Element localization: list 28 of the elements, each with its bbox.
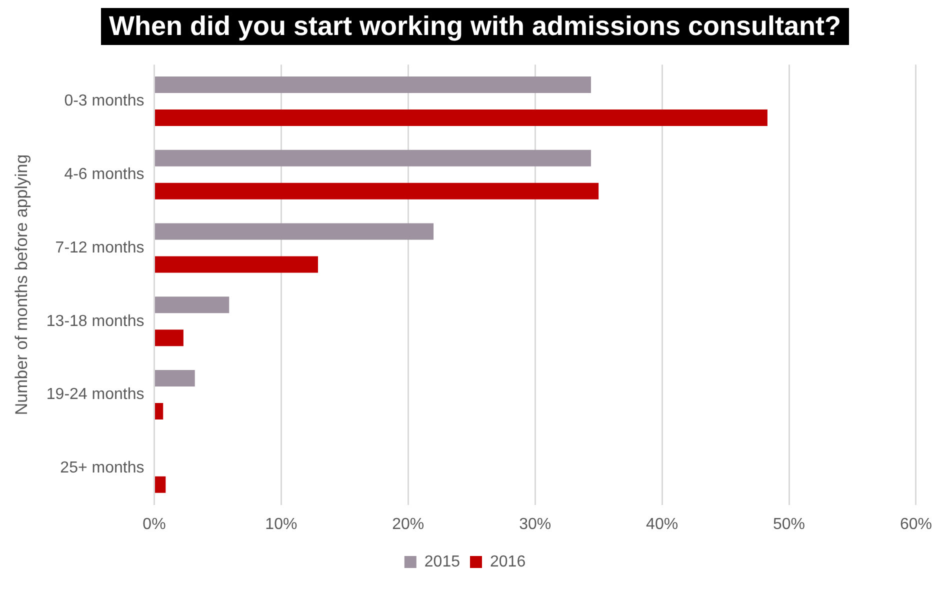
bar [154,296,230,314]
x-tick-label: 10% [265,516,298,533]
bar [154,76,591,94]
x-tick-label: 20% [392,516,424,533]
bar [154,256,318,273]
y-tick-label: 4-6 months [64,166,144,184]
x-tick-label: 40% [646,516,678,533]
x-tick-label: 0% [142,516,166,533]
bar [154,223,434,240]
chart-title: When did you start working with admissions consultant? [100,8,850,45]
y-tick-label: 0-3 months [64,92,144,110]
y-tick-label: 7-12 months [55,239,144,256]
y-tick-label: 25+ months [60,460,144,477]
x-tick-label: 60% [900,516,932,533]
x-tick-label: 30% [519,516,552,533]
bar [154,182,599,200]
bar [154,330,184,346]
bar [154,403,164,420]
bar [154,110,768,126]
y-tick-label: 19-24 months [46,386,144,404]
bar [154,370,195,386]
bar [154,476,166,493]
y-axis-title: Number of months before applying [12,154,31,416]
bar [154,150,591,166]
x-tick-label: 50% [773,516,806,533]
y-tick-label: 13-18 months [46,312,144,330]
legend-label: 2016 [490,553,526,570]
legend-label: 2015 [424,553,460,570]
